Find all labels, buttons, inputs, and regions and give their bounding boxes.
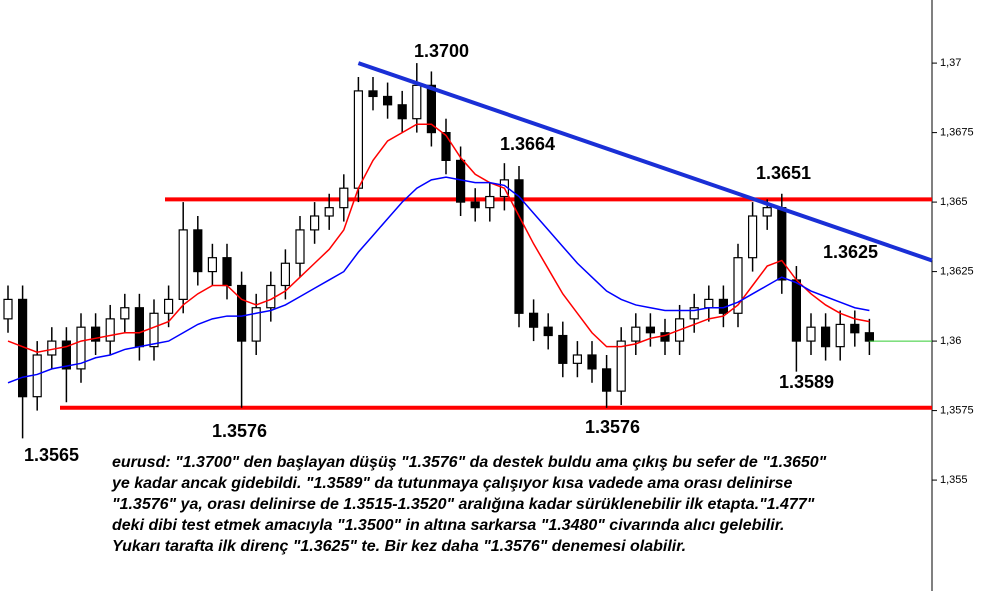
candle-body [368, 90, 378, 98]
candle-body [733, 257, 743, 314]
candle-body [266, 284, 276, 309]
candle-body [631, 326, 641, 342]
commentary-line: "1.3576" ya, orası delinirse de 1.3515-1… [112, 496, 815, 513]
candle-body [572, 354, 583, 364]
candle-body [864, 332, 875, 342]
candle-body [456, 159, 466, 203]
y-tick-label: 1,3575 [940, 404, 974, 416]
candle-body [47, 340, 57, 356]
y-tick-label: 1,3625 [940, 265, 974, 277]
trendline [357, 61, 933, 263]
candle-body [61, 340, 72, 370]
price-annotation: 1.3576 [585, 417, 640, 437]
moving-average [7, 176, 870, 384]
candle-body [835, 323, 845, 348]
candle-body [470, 201, 480, 209]
price-annotation: 1.3700 [414, 41, 469, 61]
candle-body [689, 307, 699, 320]
moving-average [7, 123, 870, 353]
y-tick-label: 1,355 [940, 474, 968, 486]
candle-body [485, 195, 495, 209]
candle-body [558, 334, 568, 364]
y-tick-label: 1,37 [940, 57, 961, 69]
candle-body [222, 257, 232, 287]
candle-body [383, 95, 393, 106]
candle-body [543, 326, 553, 337]
price-annotation: 1.3589 [779, 372, 834, 392]
candle-body [645, 326, 656, 334]
candle-body [704, 298, 714, 309]
price-annotation: 1.3625 [823, 242, 878, 262]
commentary-line: eurusd: "1.3700" den başlayan düşüş "1.3… [112, 454, 827, 471]
y-tick-label: 1,3675 [940, 127, 974, 139]
candle-body [528, 312, 539, 328]
candle-body [514, 179, 524, 314]
candle-body [3, 298, 13, 320]
candle-body [193, 229, 203, 273]
commentary-line: deki dibi test etmek amacıyla "1.3500" i… [112, 517, 784, 534]
candle-body [397, 104, 407, 120]
candle-body [850, 323, 860, 334]
candle-body [353, 90, 363, 189]
candle-body [820, 326, 831, 348]
candle-body [339, 187, 349, 209]
candle-body [762, 207, 772, 217]
price-annotation: 1.3565 [24, 445, 79, 465]
candle-body [601, 368, 612, 392]
candle-body [747, 215, 758, 259]
candle-body [251, 307, 261, 342]
candle-body [616, 340, 626, 392]
y-tick-label: 1,365 [940, 196, 968, 208]
candle-body [587, 354, 597, 370]
candle-body [76, 326, 86, 370]
candle-body [791, 279, 802, 342]
candle-body [324, 207, 334, 217]
candle-body [207, 257, 217, 273]
candle-body [295, 229, 305, 264]
candle-body [164, 298, 174, 314]
candle-body [806, 326, 816, 342]
candle-body [426, 84, 436, 134]
price-annotation: 1.3576 [212, 421, 267, 441]
candle-body [280, 262, 290, 287]
commentary-line: Yukarı tarafta ilk direnç "1.3625" te. B… [112, 538, 686, 555]
candle-body [90, 326, 101, 342]
candle-body [178, 229, 188, 300]
candle-body [120, 307, 130, 320]
price-annotation: 1.3664 [500, 134, 555, 154]
candle-body [134, 307, 144, 348]
candle-body [441, 131, 451, 161]
candle-body [777, 207, 787, 281]
candle-body [32, 354, 42, 398]
candle-body [412, 84, 422, 120]
y-tick-label: 1,36 [940, 335, 961, 347]
candle-body [310, 215, 320, 231]
candle-body [149, 312, 159, 348]
candle-body [237, 284, 247, 342]
commentary-line: ye kadar ancak gidebildi. "1.3589" da tu… [111, 475, 792, 492]
candle-body [105, 318, 115, 342]
price-annotation: 1.3651 [756, 163, 811, 183]
